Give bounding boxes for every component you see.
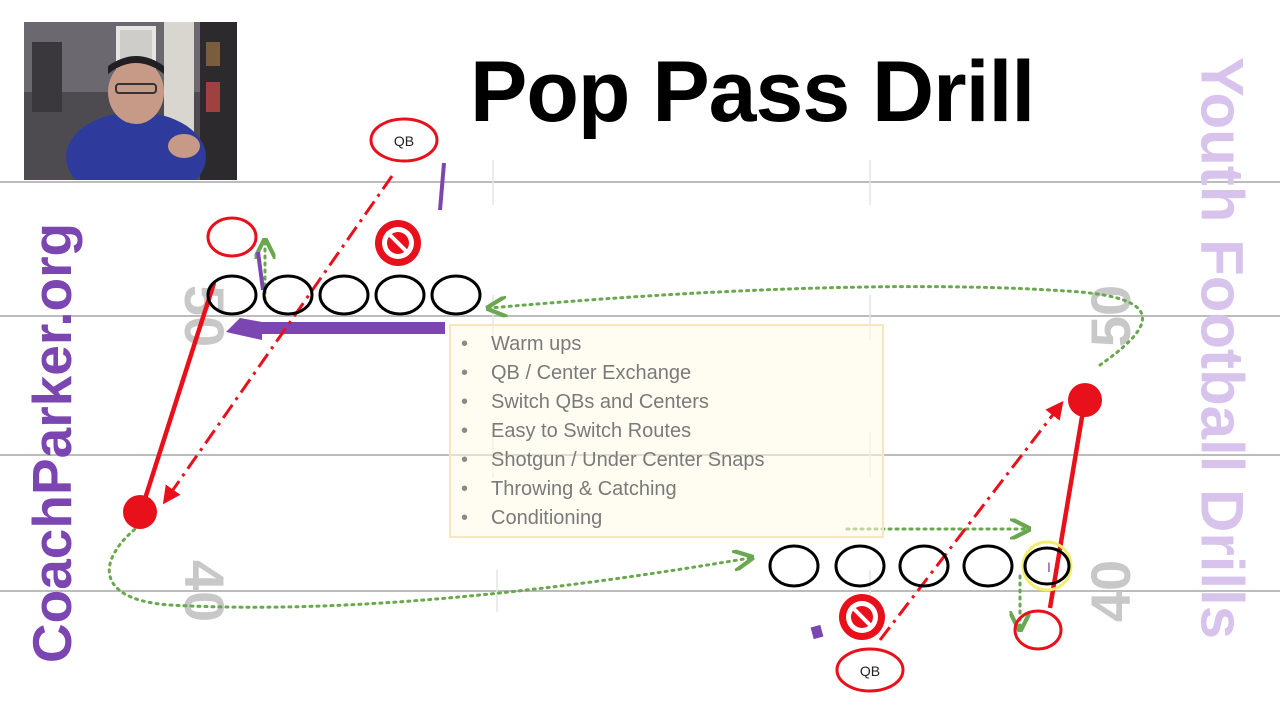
list-item: Switch QBs and Centers	[461, 388, 882, 417]
yard-number-right-lower: 40	[1079, 560, 1142, 622]
purple-tick	[438, 162, 446, 211]
motion-path-upper	[490, 285, 1144, 367]
webcam-video	[24, 22, 237, 180]
purple-arrow	[226, 318, 445, 340]
purple-tick	[256, 251, 265, 291]
center-mark-label: I	[1047, 559, 1051, 575]
drill-notes-box: Warm ups QB / Center Exchange Switch QBs…	[449, 324, 884, 538]
qb-label-bottom: QB	[860, 663, 880, 679]
lineman-marker	[768, 544, 820, 588]
list-item: Easy to Switch Routes	[461, 417, 882, 446]
receiver-route-bottom	[1047, 404, 1087, 609]
receiver-route-top	[140, 282, 217, 506]
lineman-marker	[962, 544, 1014, 588]
lineman-marker	[898, 544, 950, 588]
list-item: Warm ups	[461, 330, 882, 359]
receiver-open-top	[206, 216, 258, 258]
motion-path-lower	[107, 523, 750, 609]
lineman-marker	[430, 274, 482, 316]
lineman-marker	[206, 274, 258, 316]
no-entry-icon	[839, 594, 885, 640]
receiver-filled-bottom-left	[123, 495, 157, 529]
list-item: Throwing & Catching	[461, 475, 882, 504]
lineman-marker	[374, 274, 426, 316]
list-item: QB / Center Exchange	[461, 359, 882, 388]
list-item: Conditioning	[461, 504, 882, 533]
drill-notes-list: Warm ups QB / Center Exchange Switch QBs…	[451, 326, 882, 533]
list-item: Shotgun / Under Center Snaps	[461, 446, 882, 475]
lineman-marker	[262, 274, 314, 316]
center-marker	[1023, 546, 1071, 586]
brand-right-text: Youth Football Drills	[1188, 56, 1256, 640]
qb-label-top: QB	[394, 133, 414, 149]
qb-marker-bottom	[835, 647, 905, 693]
receiver-filled-right	[1068, 383, 1102, 417]
qb-marker-top	[369, 117, 439, 163]
receiver-open-bottom	[1013, 609, 1063, 651]
lineman-marker	[318, 274, 370, 316]
purple-marks	[226, 162, 824, 640]
pass-line-top	[162, 175, 394, 505]
yard-number-left-lower: 40	[173, 560, 236, 622]
purple-tick	[810, 624, 824, 640]
no-entry-icon	[375, 220, 421, 266]
page-title: Pop Pass Drill	[470, 44, 1035, 140]
lineman-marker	[834, 544, 886, 588]
pass-line-bottom	[878, 400, 1064, 641]
brand-left-text: CoachParker.org	[21, 222, 83, 664]
center-highlight	[1021, 540, 1073, 592]
